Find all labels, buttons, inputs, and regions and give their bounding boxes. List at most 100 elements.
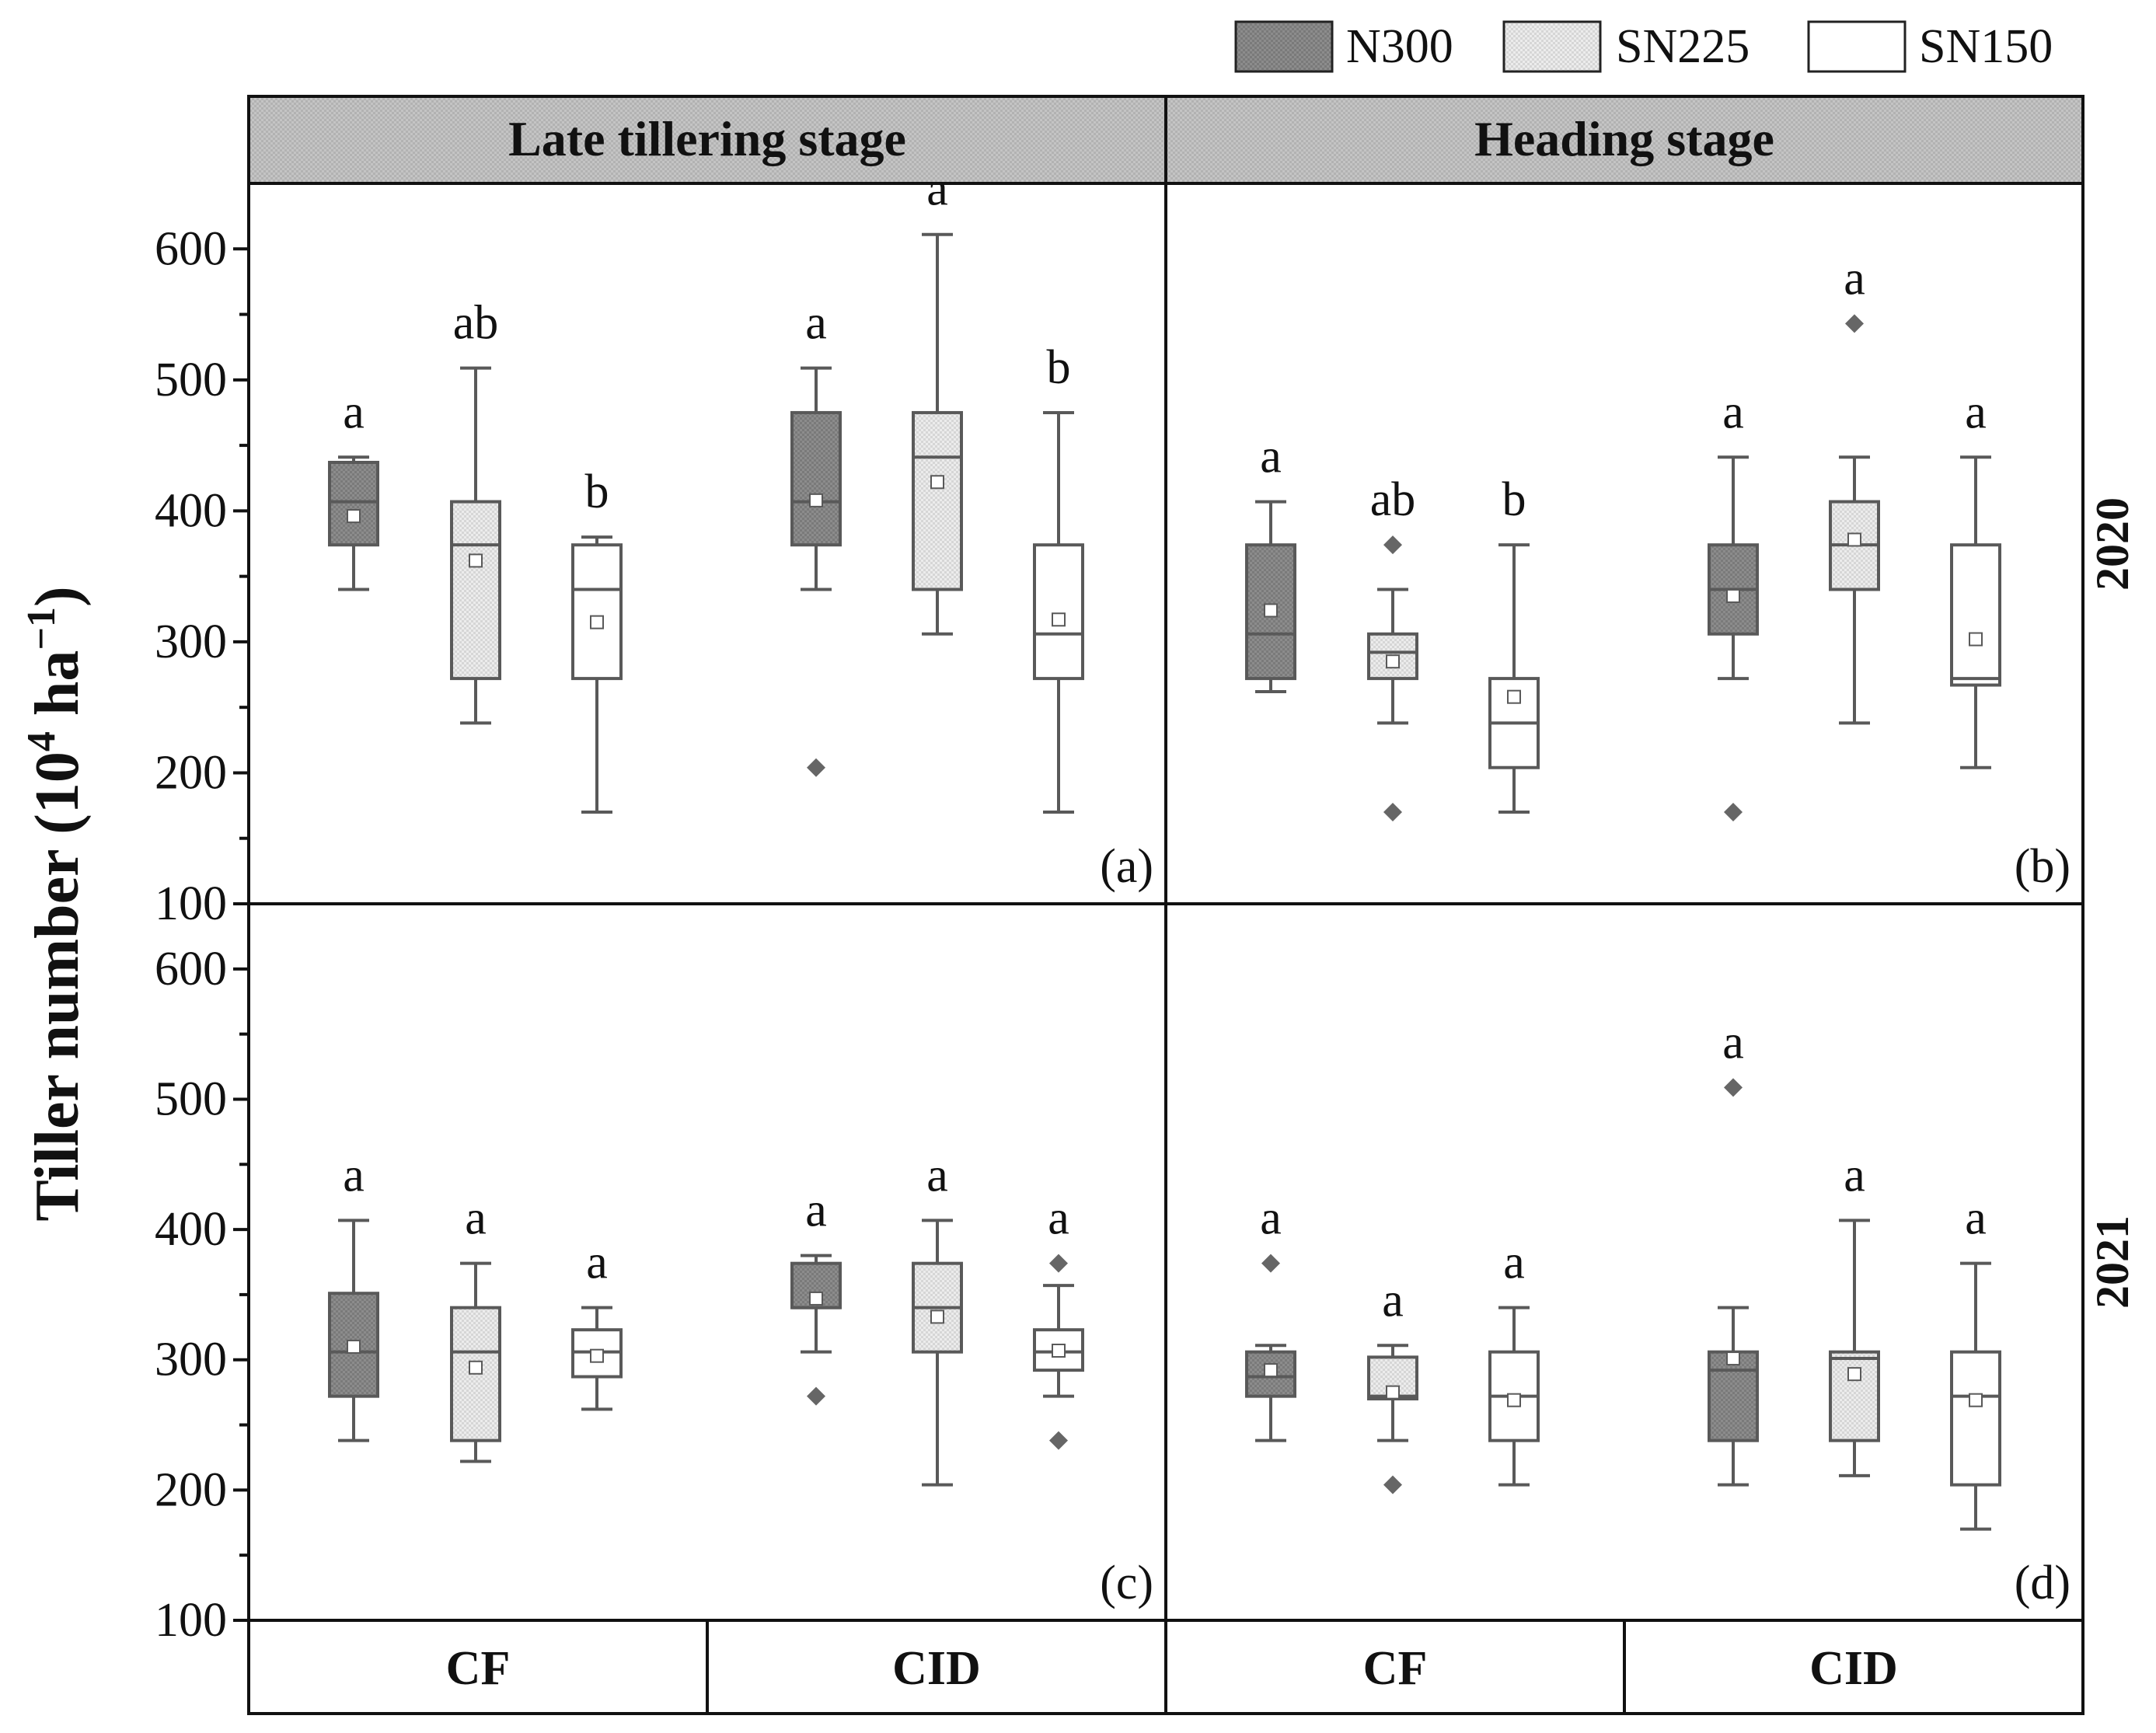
outlier-point bbox=[807, 1386, 825, 1406]
mean-marker bbox=[590, 615, 604, 629]
panel-label: (b) bbox=[2015, 840, 2071, 893]
group-cell-cf-1 bbox=[247, 1619, 709, 1715]
box-iqr bbox=[450, 1306, 501, 1442]
box-iqr bbox=[328, 1292, 379, 1398]
mean-marker bbox=[1847, 532, 1861, 547]
significance-letter: a bbox=[1722, 1016, 1744, 1069]
stage-header: Late tillering stage Heading stage bbox=[247, 95, 2084, 185]
legend-label-sn225: SN225 bbox=[1616, 20, 1750, 73]
box-cf-sn225: a bbox=[1367, 1274, 1418, 1494]
box-iqr bbox=[1708, 1350, 1759, 1442]
mean-marker bbox=[347, 509, 361, 524]
group-footer: CF CID CF CID bbox=[247, 1619, 2084, 1715]
panel-label: (c) bbox=[1100, 1557, 1153, 1609]
significance-letter: a bbox=[343, 1149, 365, 1201]
panel-frame-a bbox=[247, 182, 1167, 905]
mean-marker bbox=[1386, 1385, 1400, 1400]
box-cf-n300: a bbox=[1245, 1192, 1296, 1442]
mean-marker bbox=[930, 475, 944, 490]
box-cf-sn225: ab bbox=[450, 297, 501, 725]
significance-letter: a bbox=[926, 163, 948, 216]
box-cid-sn225: a bbox=[912, 1149, 963, 1487]
significance-letter: a bbox=[926, 1149, 948, 1201]
outlier-point bbox=[807, 758, 825, 777]
box-iqr bbox=[571, 543, 623, 681]
significance-letter: a bbox=[1260, 431, 1282, 483]
y-axis-title-sup1: 4 bbox=[19, 731, 64, 751]
box-cf-sn225: ab bbox=[1367, 473, 1418, 822]
y-tick-label: 200 bbox=[155, 1463, 227, 1516]
mean-marker bbox=[1507, 1393, 1521, 1407]
box-iqr bbox=[790, 410, 842, 547]
outlier-point bbox=[1383, 803, 1402, 822]
y-tick-label: 100 bbox=[155, 1594, 227, 1647]
mean-marker bbox=[469, 1360, 483, 1375]
significance-letter: a bbox=[1844, 1149, 1865, 1201]
panel-c: (c) a a a a a a bbox=[328, 1149, 1153, 1609]
year-label-2020: 2020 bbox=[2087, 497, 2138, 591]
box-iqr bbox=[1950, 1350, 2001, 1487]
significance-letter: a bbox=[1965, 1192, 1987, 1245]
group-label-cf-2: CF bbox=[1363, 1642, 1428, 1695]
group-cell-cid-2 bbox=[1623, 1619, 2084, 1715]
mean-marker bbox=[590, 1348, 604, 1363]
panel-b: (b) a ab b a a a bbox=[1245, 252, 2071, 893]
group-label-cf-1: CF bbox=[446, 1642, 511, 1695]
box-cid-n300: a bbox=[1708, 1016, 1759, 1487]
significance-letter: a bbox=[586, 1236, 608, 1289]
mean-marker bbox=[347, 1339, 361, 1354]
y-tick-label: 200 bbox=[155, 746, 227, 799]
box-cid-sn225: a bbox=[912, 163, 963, 636]
box-cf-sn150: a bbox=[571, 1236, 623, 1411]
y-tick-label: 400 bbox=[155, 484, 227, 537]
mean-marker bbox=[1847, 1367, 1861, 1382]
significance-letter: a bbox=[1503, 1236, 1525, 1289]
y-axis-ticks: 100 200 300 400 500 600 100 200 300 400 500 600 bbox=[155, 222, 249, 1647]
legend-label-n300: N300 bbox=[1346, 20, 1453, 73]
stage-header-late-tillering bbox=[247, 95, 1167, 185]
y-tick-label: 300 bbox=[155, 1334, 227, 1386]
y-tick-label: 100 bbox=[155, 877, 227, 930]
significance-letter: ab bbox=[1370, 473, 1416, 526]
legend-swatch-sn150 bbox=[1807, 20, 1907, 73]
significance-letter: b bbox=[1502, 473, 1526, 526]
box-cid-sn225: a bbox=[1829, 252, 1880, 725]
box-cid-sn150: a bbox=[1950, 385, 2001, 769]
significance-letter: a bbox=[1048, 1192, 1069, 1245]
legend-swatch-sn225 bbox=[1502, 20, 1602, 73]
box-iqr bbox=[790, 1261, 842, 1309]
stage-header-heading bbox=[1164, 95, 2084, 185]
mean-marker bbox=[1726, 588, 1740, 603]
significance-letter: a bbox=[805, 297, 827, 350]
stage-label-late-tillering: Late tillering stage bbox=[508, 111, 906, 166]
box-cid-sn150: a bbox=[1950, 1192, 2001, 1531]
significance-letter: a bbox=[1965, 385, 1987, 438]
mean-marker bbox=[1052, 1343, 1066, 1358]
mean-marker bbox=[1726, 1351, 1740, 1366]
y-tick-label: 300 bbox=[155, 615, 227, 668]
group-label-cid-1: CID bbox=[892, 1642, 981, 1695]
legend-swatch-n300 bbox=[1234, 20, 1334, 73]
mean-marker bbox=[1386, 654, 1400, 669]
significance-letter: a bbox=[343, 385, 365, 438]
y-axis-title: Tiller number (104 ha−1) bbox=[19, 586, 92, 1221]
box-cf-sn150: b bbox=[1488, 473, 1540, 814]
panel-frame-d bbox=[1164, 902, 2084, 1622]
mean-marker bbox=[1264, 1363, 1278, 1378]
box-cid-n300: a bbox=[1708, 385, 1759, 822]
y-axis-title-sup2: −1 bbox=[19, 607, 64, 650]
mean-marker bbox=[469, 553, 483, 568]
outlier-point bbox=[1261, 1254, 1280, 1273]
legend-label-sn150: SN150 bbox=[1919, 20, 2053, 73]
box-iqr bbox=[328, 461, 379, 547]
significance-letter: ab bbox=[453, 297, 499, 350]
mean-marker bbox=[1507, 689, 1521, 704]
mean-marker bbox=[930, 1309, 944, 1324]
stage-label-heading: Heading stage bbox=[1474, 111, 1774, 166]
box-cid-sn150: a bbox=[1033, 1192, 1084, 1450]
panel-frame-b bbox=[1164, 182, 2084, 905]
mean-marker bbox=[1052, 612, 1066, 627]
